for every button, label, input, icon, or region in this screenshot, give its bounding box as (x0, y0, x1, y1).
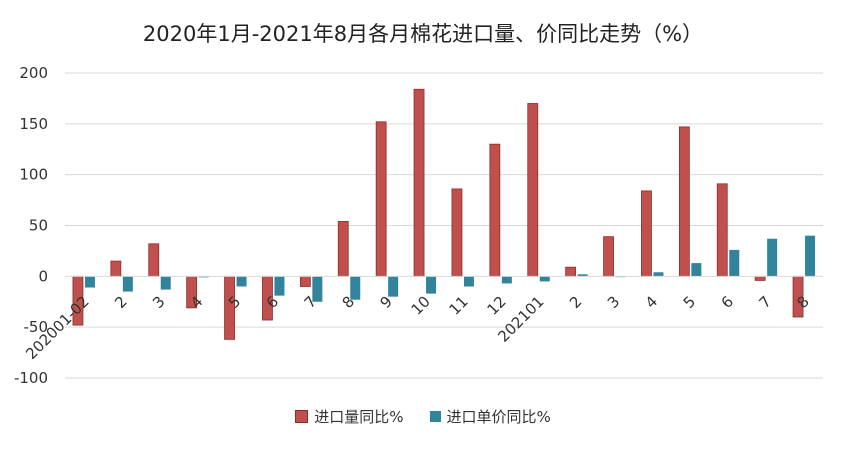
bar-import-price (501, 276, 512, 284)
legend-swatch-volume (295, 410, 309, 423)
y-tick-label: 200 (19, 64, 48, 82)
chart-legend: 进口量同比% 进口单价同比% (0, 406, 846, 427)
y-tick-label: 50 (29, 217, 48, 235)
x-tick-label: 7 (755, 292, 774, 311)
legend-label-volume: 进口量同比% (314, 408, 404, 426)
bar-import-price (805, 235, 816, 277)
x-tick-label: 3 (149, 292, 168, 311)
bar-import-volume (489, 143, 501, 277)
bar-import-price (691, 263, 702, 277)
bar-import-price (236, 276, 247, 287)
bar-import-volume (148, 243, 160, 277)
bar-import-price (539, 276, 550, 282)
y-tick-label: 100 (19, 166, 48, 184)
x-tick-label: 4 (642, 292, 661, 311)
x-tick-label: 5 (680, 292, 699, 311)
bar-import-volume (603, 236, 614, 277)
legend-label-price: 进口单价同比% (446, 408, 551, 426)
bar-import-price (577, 274, 588, 277)
bar-import-price (312, 276, 323, 302)
bar-import-price (767, 238, 778, 277)
bar-import-volume (716, 183, 728, 277)
x-tick-label: 6 (718, 292, 737, 311)
x-tick-label: 12 (483, 292, 509, 318)
y-tick-label: -50 (24, 318, 49, 336)
legend-item-volume: 进口量同比% (295, 406, 404, 427)
y-tick-label: 150 (19, 115, 48, 133)
bar-import-volume (375, 121, 387, 277)
y-tick-label: 0 (38, 267, 48, 285)
bar-import-volume (641, 190, 652, 277)
bar-import-volume (451, 188, 463, 277)
bar-import-volume (337, 221, 349, 277)
legend-swatch-price (429, 411, 441, 422)
bar-import-price (729, 249, 740, 277)
bar-import-volume (565, 266, 577, 277)
bar-import-price (160, 276, 171, 290)
bar-import-price (84, 276, 95, 288)
bar-import-price (388, 276, 399, 297)
bar-import-price (198, 276, 209, 278)
bar-import-volume (413, 88, 425, 277)
x-tick-label: 2 (566, 292, 585, 311)
bar-import-volume (678, 126, 690, 277)
bar-import-volume (299, 275, 311, 287)
x-tick-label: 10 (408, 292, 434, 318)
x-tick-label: 11 (446, 292, 472, 318)
y-tick-label: -100 (14, 369, 48, 387)
bar-import-price (426, 276, 437, 294)
legend-item-price: 进口单价同比% (429, 406, 551, 427)
bar-import-price (274, 276, 285, 296)
x-tick-label: 3 (604, 292, 623, 311)
bar-import-volume (110, 260, 122, 277)
bar-import-price (463, 276, 474, 287)
bar-import-price (653, 272, 664, 277)
bar-import-volume (754, 275, 766, 281)
bar-import-price (122, 276, 133, 292)
bar-import-volume (527, 103, 539, 277)
bar-import-price (350, 276, 361, 300)
x-tick-label: 2 (111, 292, 130, 311)
chart-title: 2020年1月-2021年8月各月棉花进口量、价同比走势（%） (142, 22, 704, 46)
